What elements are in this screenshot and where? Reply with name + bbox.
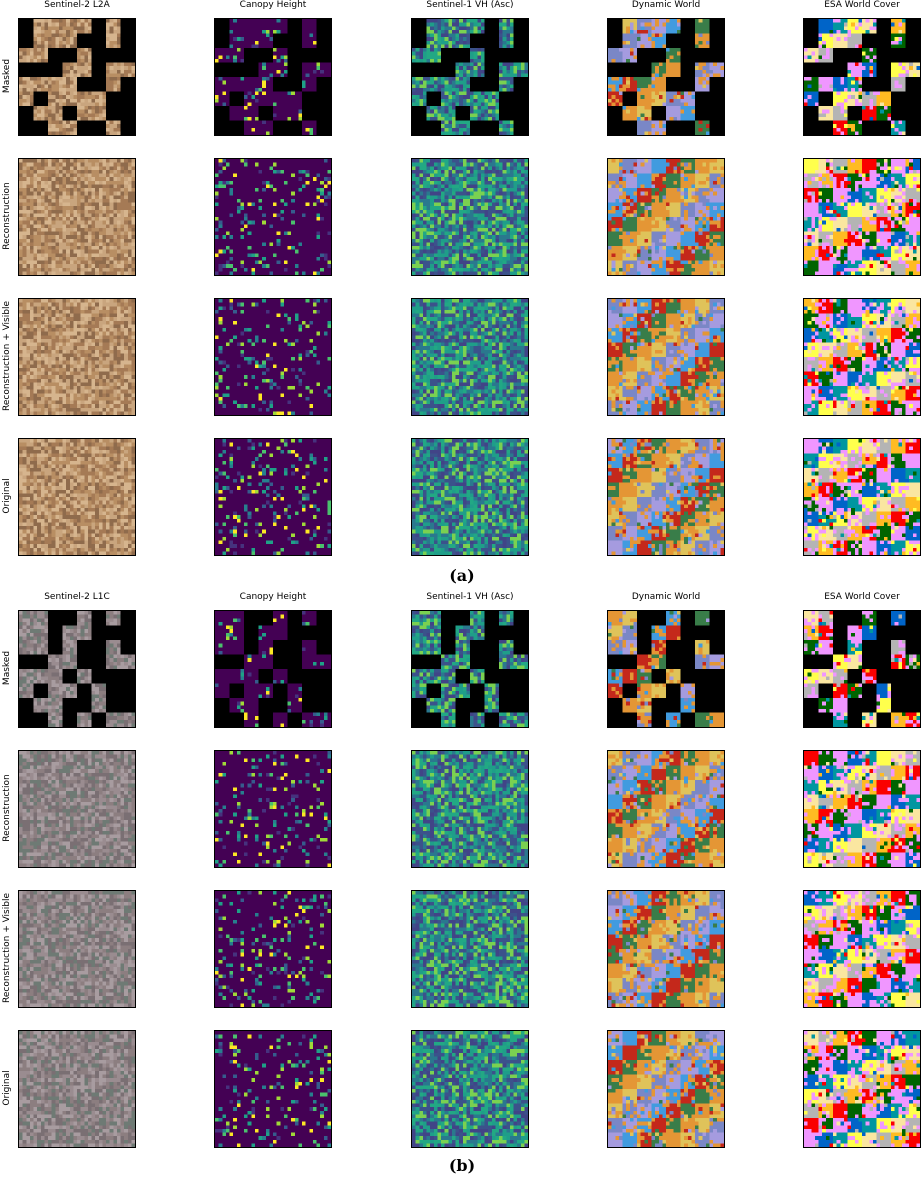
column-title: Dynamic World [566, 592, 766, 602]
image-tile [214, 298, 332, 416]
image-tile [411, 890, 529, 1008]
panel-a: Sentinel-2 L2A Canopy Height Sentinel-1 VH… [0, 0, 924, 580]
row-label: Reconstruction [2, 749, 12, 867]
image-tile [803, 158, 921, 276]
row-label: Reconstruction [2, 157, 12, 275]
column-title: Canopy Height [173, 592, 373, 602]
image-tile [18, 18, 136, 136]
image-tile [18, 1030, 136, 1148]
row-label: Reconstruction + Visible [2, 297, 12, 415]
image-tile [803, 298, 921, 416]
image-tile [411, 298, 529, 416]
image-tile [607, 18, 725, 136]
column-title: Sentinel-1 VH (Asc) [370, 592, 570, 602]
row-label: Original [2, 437, 12, 555]
panel-caption: (b) [0, 1156, 924, 1175]
image-tile [411, 1030, 529, 1148]
image-tile [607, 890, 725, 1008]
column-title: Sentinel-1 VH (Asc) [370, 0, 570, 10]
image-tile [214, 158, 332, 276]
image-tile [411, 438, 529, 556]
row-label: Masked [2, 17, 12, 135]
row-label: Original [2, 1029, 12, 1147]
image-tile [411, 750, 529, 868]
image-tile [803, 750, 921, 868]
image-tile [607, 298, 725, 416]
column-title: Canopy Height [173, 0, 373, 10]
image-tile [411, 158, 529, 276]
image-tile [18, 750, 136, 868]
image-tile [214, 890, 332, 1008]
image-tile [18, 890, 136, 1008]
image-tile [607, 750, 725, 868]
image-tile [18, 438, 136, 556]
image-tile [214, 750, 332, 868]
panel-caption: (a) [0, 566, 924, 585]
panel-b: Sentinel-2 L1C Canopy Height Sentinel-1 VH… [0, 592, 924, 1172]
row-label: Masked [2, 609, 12, 727]
column-title: Sentinel-2 L2A [0, 0, 177, 10]
column-title: ESA World Cover [762, 592, 924, 602]
image-tile [607, 610, 725, 728]
image-tile [607, 1030, 725, 1148]
image-tile [214, 610, 332, 728]
image-tile [214, 1030, 332, 1148]
image-tile [214, 18, 332, 136]
column-title: ESA World Cover [762, 0, 924, 10]
column-title: Dynamic World [566, 0, 766, 10]
image-tile [214, 438, 332, 556]
image-tile [18, 298, 136, 416]
image-tile [803, 1030, 921, 1148]
column-title: Sentinel-2 L1C [0, 592, 177, 602]
image-tile [803, 610, 921, 728]
image-tile [411, 610, 529, 728]
image-tile [411, 18, 529, 136]
image-tile [803, 890, 921, 1008]
image-tile [18, 158, 136, 276]
row-label: Reconstruction + Visible [2, 889, 12, 1007]
image-tile [18, 610, 136, 728]
image-tile [803, 18, 921, 136]
image-tile [803, 438, 921, 556]
image-tile [607, 438, 725, 556]
image-tile [607, 158, 725, 276]
